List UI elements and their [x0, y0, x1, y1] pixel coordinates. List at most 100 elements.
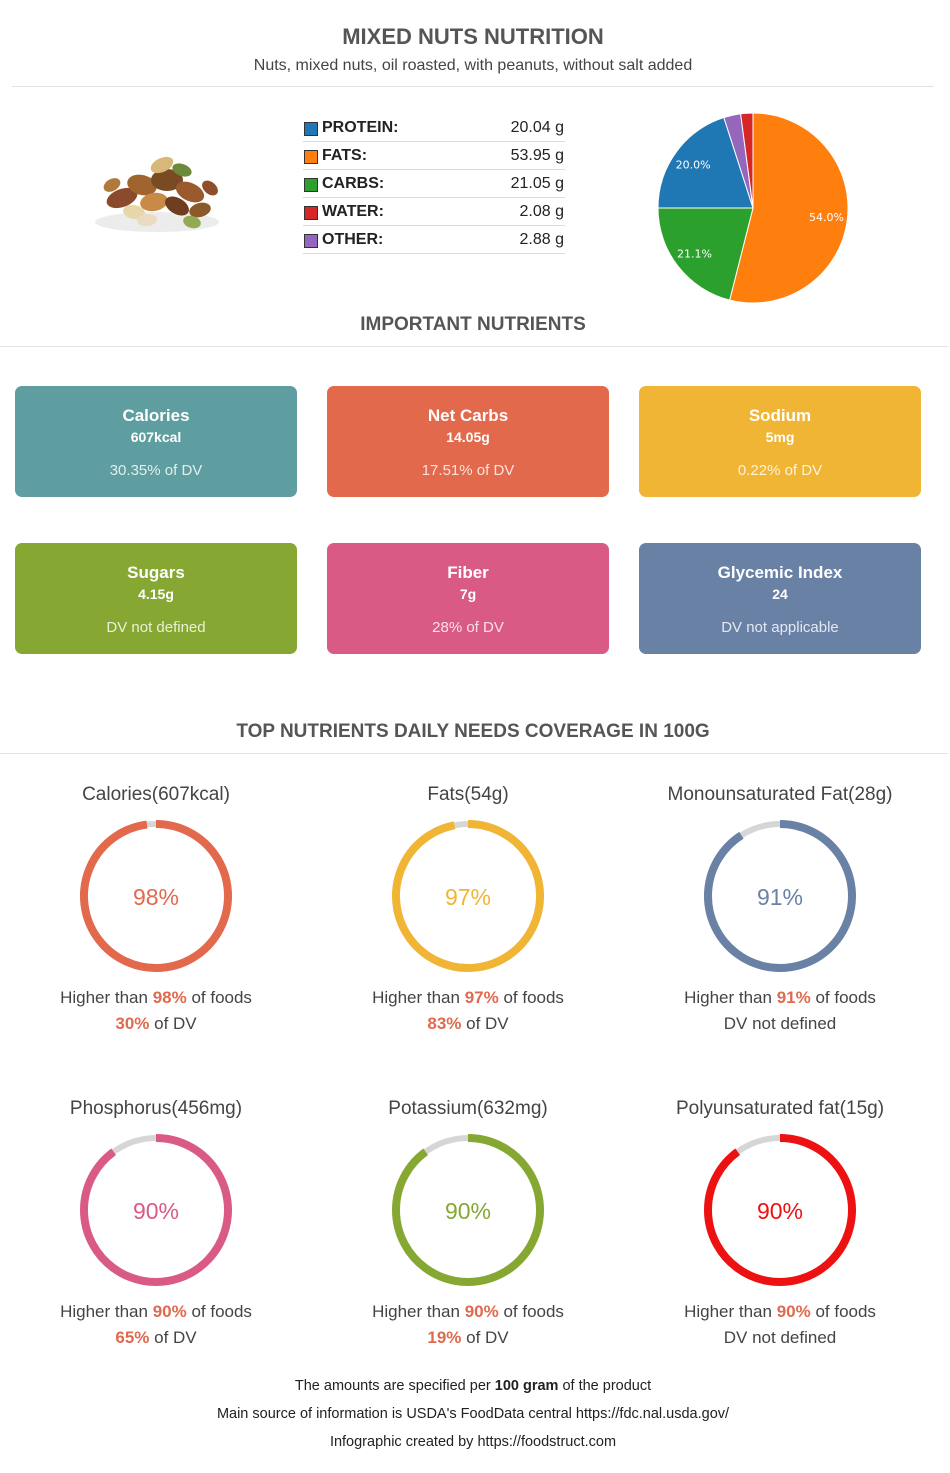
- ring-polyunsaturated-fat: Polyunsaturated fat(15g) 90% Higher than…: [630, 1098, 930, 1358]
- ring-fats: Fats(54g) 97% Higher than 97% of foods 8…: [318, 784, 618, 1044]
- macro-value: 53.95 g: [510, 147, 564, 164]
- ring-gauge: [80, 820, 232, 972]
- ring-dv-text: 83% of DV: [427, 1014, 509, 1033]
- card-name: Glycemic Index: [717, 563, 843, 582]
- card-sodium: Sodium 5mg 0.22% of DV: [639, 386, 921, 497]
- ring-percent: 98%: [132, 884, 180, 910]
- footer-source-note: Main source of information is USDA's Foo…: [216, 1406, 730, 1422]
- macro-row-carbs: CARBS: 21.05 g: [303, 170, 565, 198]
- macro-label: PROTEIN:: [322, 119, 399, 136]
- ring-rank-text: Higher than 91% of foods: [684, 988, 876, 1007]
- card-net-carbs: Net Carbs 14.05g 17.51% of DV: [327, 386, 609, 497]
- ring-title: Monounsaturated Fat(28g): [667, 784, 893, 805]
- ring-title: Potassium(632mg): [388, 1098, 548, 1119]
- ring-progress-arc: [704, 1134, 856, 1286]
- ring-progress-arc: [80, 1134, 232, 1286]
- mixed-nuts-image: [95, 156, 219, 232]
- ring-progress-arc: [392, 1134, 544, 1286]
- ring-progress-arc: [80, 820, 232, 972]
- ring-dv-text: DV not defined: [723, 1328, 837, 1347]
- carbs-swatch: [304, 178, 318, 192]
- pie-label-fats: 54.0%: [809, 211, 844, 224]
- ring-percent: 90%: [756, 1198, 804, 1224]
- ring-dv-text: 65% of DV: [115, 1328, 197, 1347]
- macro-label: FATS:: [322, 147, 368, 164]
- pie-label-carbs: 21.1%: [677, 248, 712, 261]
- macronutrient-table: PROTEIN: 20.04 g FATS: 53.95 g CARBS: 21…: [303, 114, 565, 254]
- footer-credit: Infographic created by https://foodstruc…: [329, 1434, 617, 1450]
- macro-row-other: OTHER: 2.88 g: [303, 226, 565, 254]
- macro-label: CARBS:: [322, 175, 385, 192]
- fats-swatch: [304, 150, 318, 164]
- important-nutrients-heading: IMPORTANT NUTRIENTS: [360, 314, 586, 335]
- ring-title: Fats(54g): [427, 784, 509, 805]
- card-calories: Calories 607kcal 30.35% of DV: [15, 386, 297, 497]
- ring-rank-text: Higher than 98% of foods: [60, 988, 252, 1007]
- card-name: Net Carbs: [427, 406, 509, 425]
- card-value: 7g: [459, 586, 477, 602]
- ring-title: Polyunsaturated fat(15g): [675, 1098, 885, 1119]
- card-name: Sodium: [748, 406, 812, 425]
- pie-label-protein: 20.0%: [676, 158, 711, 171]
- important-divider: [0, 346, 948, 347]
- ring-percent: 97%: [444, 884, 492, 910]
- macro-value: 20.04 g: [510, 119, 564, 136]
- card-fiber: Fiber 7g 28% of DV: [327, 543, 609, 654]
- pie-slice-fats: [729, 112, 849, 304]
- other-swatch: [304, 234, 318, 248]
- card-value: 4.15g: [138, 586, 174, 602]
- ring-rank-text: Higher than 90% of foods: [60, 1302, 252, 1321]
- macro-label: OTHER:: [322, 231, 384, 248]
- coverage-divider: [0, 753, 948, 754]
- ring-progress-arc: [704, 820, 856, 972]
- macro-label: WATER:: [322, 203, 384, 220]
- ring-rank-text: Higher than 97% of foods: [372, 988, 564, 1007]
- card-value: 5mg: [765, 429, 795, 445]
- card-value: 14.05g: [446, 429, 490, 445]
- coverage-heading: TOP NUTRIENTS DAILY NEEDS COVERAGE IN 10…: [236, 721, 710, 742]
- ring-dv-text: 30% of DV: [115, 1014, 197, 1033]
- card-dv: DV not applicable: [721, 619, 839, 636]
- ring-percent: 90%: [132, 1198, 180, 1224]
- card-glycemic-index: Glycemic Index 24 DV not applicable: [639, 543, 921, 654]
- ring-gauge: [704, 820, 856, 972]
- card-value: 607kcal: [130, 429, 182, 445]
- ring-percent: 90%: [444, 1198, 492, 1224]
- ring-title: Phosphorus(456mg): [69, 1098, 243, 1119]
- pie-slice-protein: [657, 116, 754, 209]
- ring-gauge: [80, 1134, 232, 1286]
- header-divider: [12, 86, 934, 87]
- ring-percent: 91%: [756, 884, 804, 910]
- ring-potassium: Potassium(632mg) 90% Higher than 90% of …: [318, 1098, 618, 1358]
- ring-rank-text: Higher than 90% of foods: [684, 1302, 876, 1321]
- ring-gauge: [392, 820, 544, 972]
- card-sugars: Sugars 4.15g DV not defined: [15, 543, 297, 654]
- card-dv: DV not defined: [106, 619, 206, 636]
- footer-amount-note: The amounts are specified per 100 gram o…: [294, 1378, 652, 1394]
- ring-dv-text: DV not defined: [723, 1014, 837, 1033]
- card-dv: 17.51% of DV: [421, 462, 515, 479]
- ring-monounsaturated-fat: Monounsaturated Fat(28g) 91% Higher than…: [630, 784, 930, 1044]
- macro-value: 2.88 g: [519, 231, 564, 248]
- ring-gauge: [392, 1134, 544, 1286]
- pie-slice-water: [740, 112, 754, 209]
- pie-chart-svg: 54.0% 21.1% 20.0%: [657, 112, 849, 304]
- page-subtitle: Nuts, mixed nuts, oil roasted, with pean…: [253, 57, 693, 74]
- protein-swatch: [304, 122, 318, 136]
- ring-calories: Calories(607kcal) 98% Higher than 98% of…: [6, 784, 306, 1044]
- macro-row-water: WATER: 2.08 g: [303, 198, 565, 226]
- macro-value: 2.08 g: [519, 203, 564, 220]
- ring-progress-arc: [392, 820, 544, 972]
- pie-slice-carbs: [657, 207, 754, 301]
- macro-pie-chart: 54.0% 21.1% 20.0%: [656, 112, 852, 304]
- card-value: 24: [772, 586, 788, 602]
- water-swatch: [304, 206, 318, 220]
- card-name: Sugars: [127, 563, 185, 582]
- macro-row-fats: FATS: 53.95 g: [303, 142, 565, 170]
- card-name: Fiber: [447, 563, 489, 582]
- card-dv: 28% of DV: [432, 619, 504, 636]
- ring-title: Calories(607kcal): [82, 784, 230, 805]
- card-dv: 0.22% of DV: [737, 462, 823, 479]
- card-dv: 30.35% of DV: [109, 462, 203, 479]
- ring-rank-text: Higher than 90% of foods: [372, 1302, 564, 1321]
